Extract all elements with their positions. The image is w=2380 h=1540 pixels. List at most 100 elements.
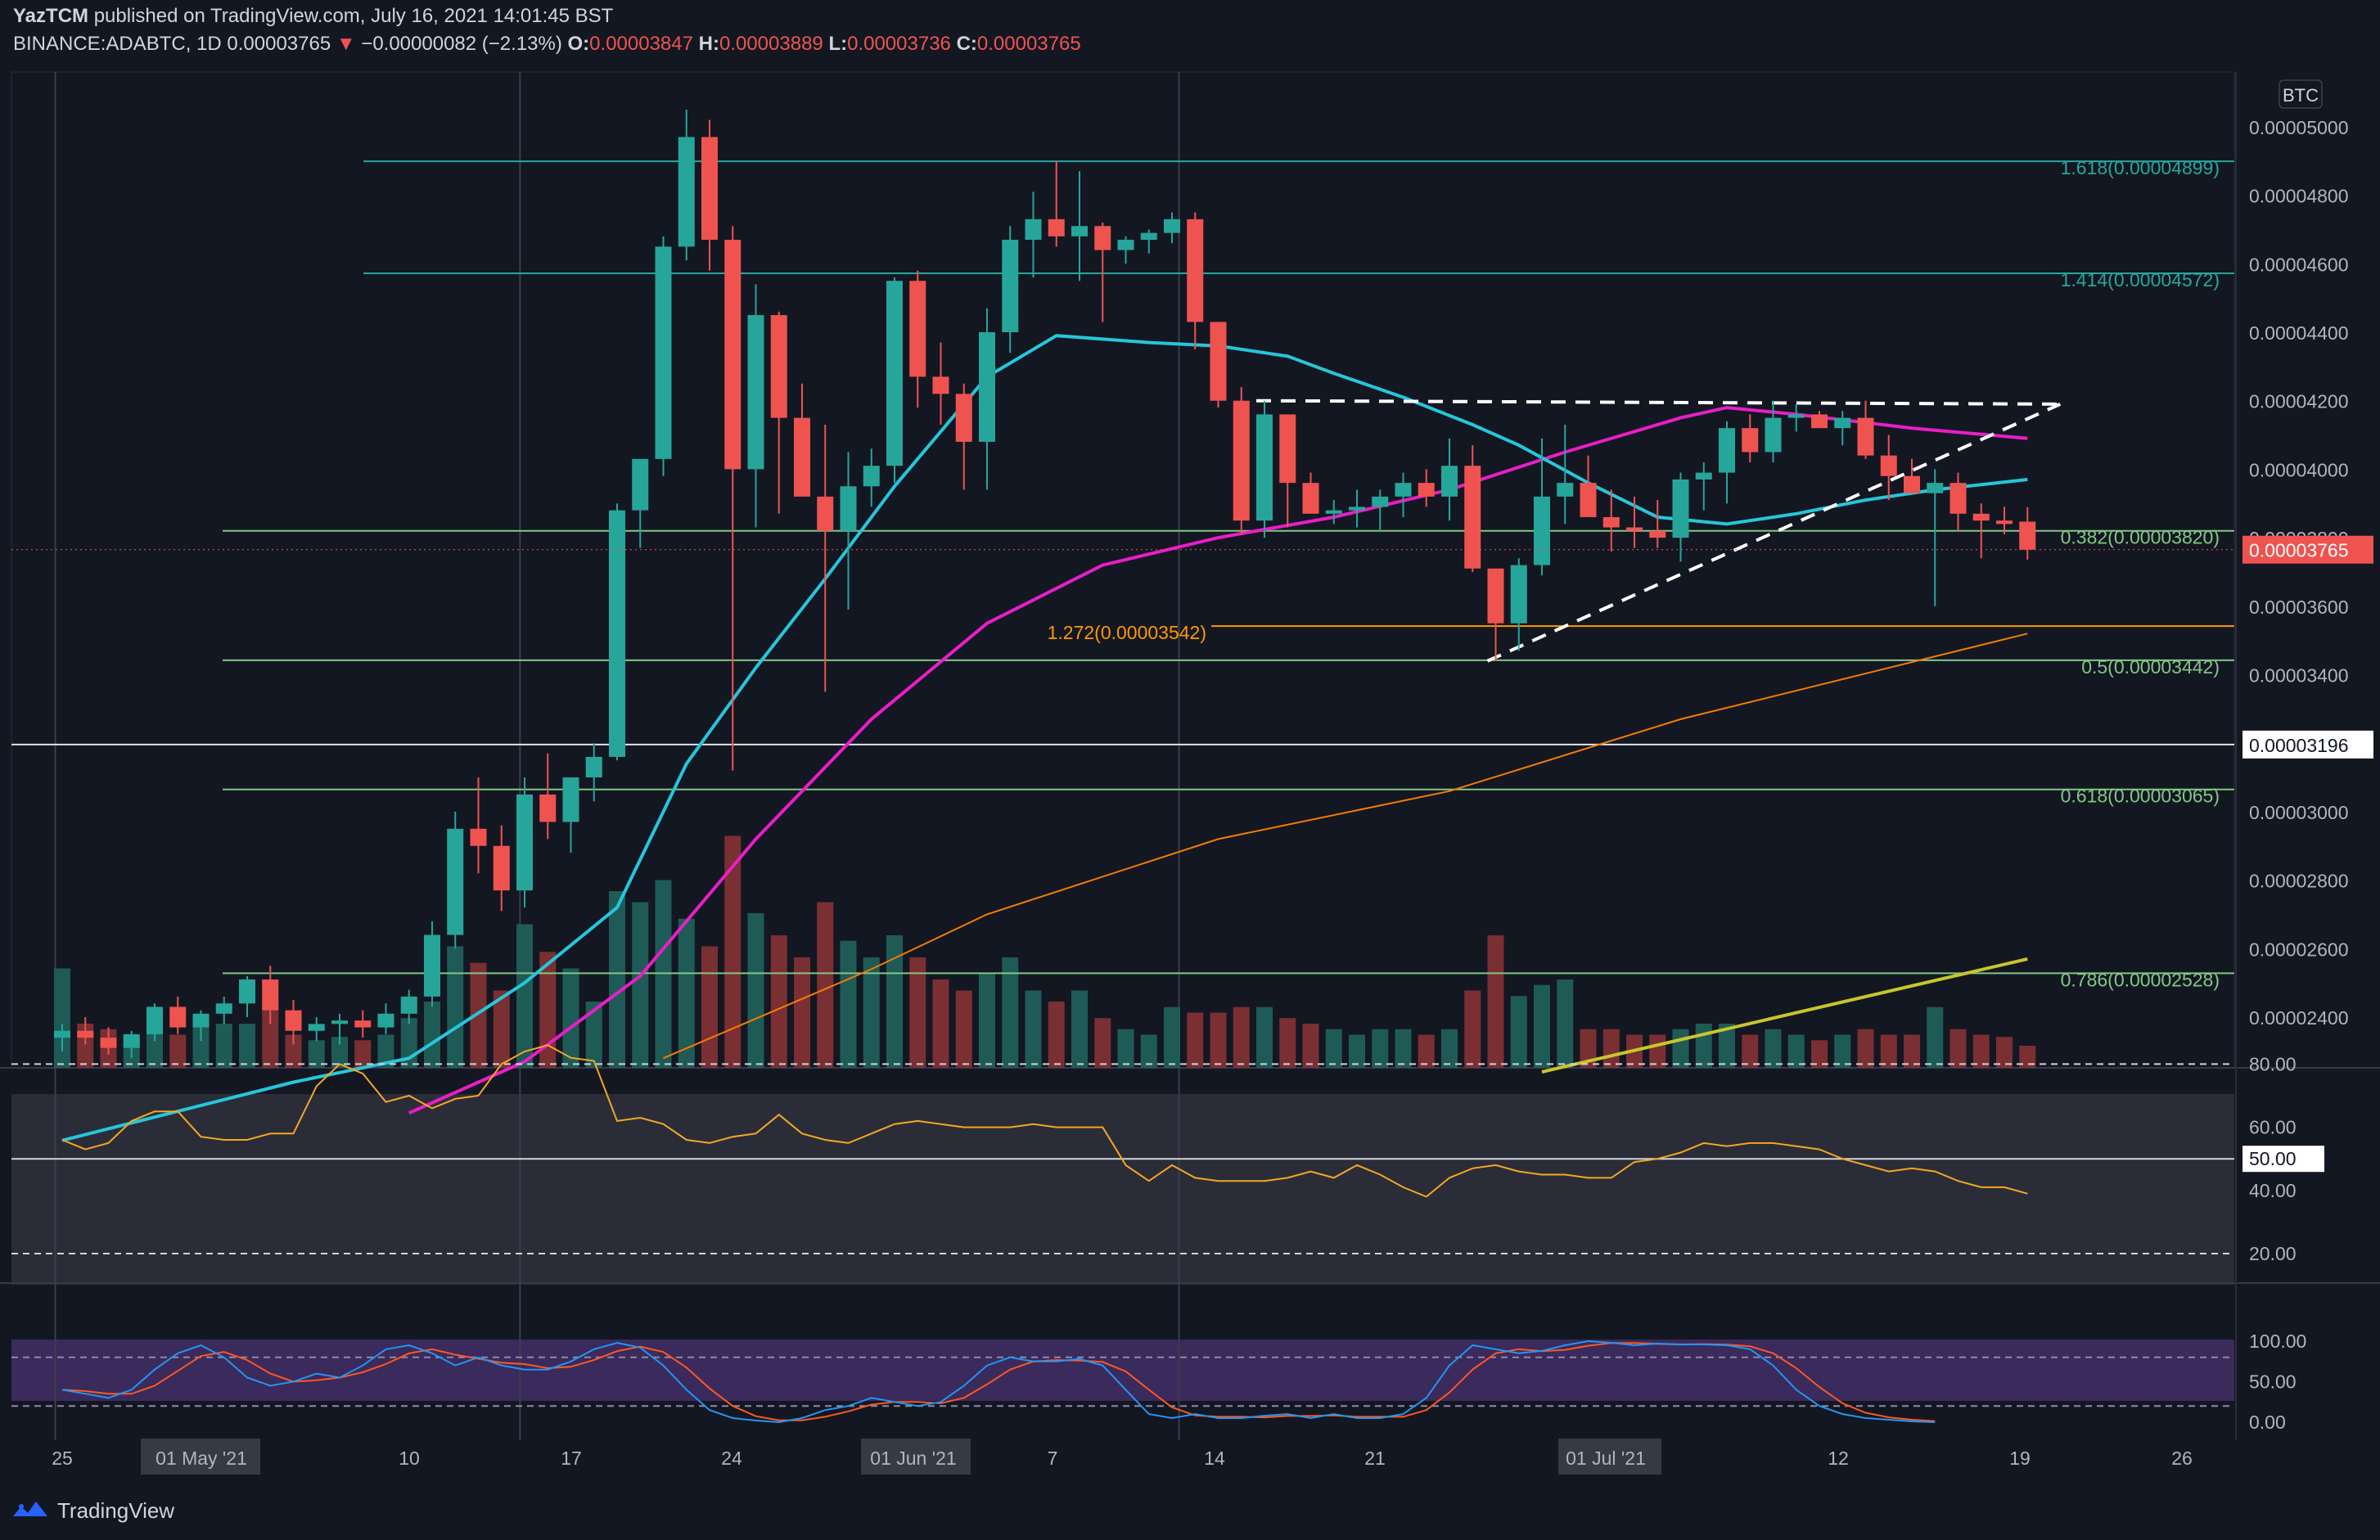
candle-body: [1719, 428, 1735, 473]
candle-body: [1602, 516, 1620, 528]
candle-body: [146, 1006, 163, 1034]
candle-body: [400, 996, 417, 1014]
volume-bar: [1117, 1029, 1134, 1068]
volume-bar: [909, 957, 926, 1068]
volume-bar: [1719, 1024, 1735, 1068]
volume-bar: [1233, 1006, 1250, 1068]
candle-body: [1464, 466, 1481, 569]
candle-body: [770, 315, 787, 418]
candle-body: [1279, 414, 1296, 484]
y-tick-label: 0.00005000: [2249, 117, 2349, 138]
rsi-level-label: 80.00: [2249, 1053, 2297, 1074]
resistance-dashed-line: [1255, 399, 2061, 406]
candle-body: [1904, 475, 1920, 493]
candle-body: [678, 137, 695, 247]
volume-bar: [724, 835, 741, 1068]
candle-body: [724, 240, 741, 470]
x-tick-label: 19: [2009, 1448, 2031, 1469]
symbol-name[interactable]: BINANCE:ADABTC, 1D: [13, 33, 222, 55]
stoch-level-label: 50.00: [2249, 1371, 2297, 1393]
volume-bar: [1140, 1034, 1157, 1068]
volume-bar: [354, 1040, 372, 1068]
fib-level-label: 1.414(0.00004572): [2061, 269, 2220, 290]
x-tick-label: 24: [721, 1448, 742, 1469]
volume-bar: [1349, 1034, 1365, 1068]
publish-line: YazTCM published on TradingView.com, Jul…: [13, 5, 613, 28]
candle-body: [863, 466, 880, 487]
volume-bar: [1580, 1029, 1597, 1068]
volume-bar: [1071, 990, 1088, 1068]
candle-body: [1834, 417, 1851, 429]
close-value: 0.00003765: [976, 33, 1081, 55]
candle-body: [1487, 568, 1504, 624]
currency-label: BTC: [2283, 85, 2319, 106]
volume-bar: [493, 990, 510, 1068]
x-tick-label: 25: [52, 1448, 73, 1469]
candle-body: [1048, 218, 1065, 236]
volume-bar: [1695, 1024, 1712, 1068]
volume-bar: [701, 946, 718, 1068]
fib-level-label: 0.382(0.00003820): [2061, 527, 2220, 548]
y-tick-label: 0.00002800: [2249, 871, 2349, 892]
stoch-k-line: [61, 1340, 1936, 1424]
x-tick-highlight: [141, 1439, 260, 1475]
volume-bar: [285, 1034, 302, 1068]
author-name[interactable]: YazTCM: [13, 5, 89, 27]
last-price: 0.00003765: [227, 33, 331, 55]
volume-bar: [1187, 1012, 1204, 1068]
candle-body: [1233, 400, 1250, 521]
candle-body: [1742, 428, 1759, 453]
ma-yellow-line: [1541, 957, 2028, 1074]
open-value: 0.00003847: [589, 33, 693, 55]
candle-body: [169, 1006, 187, 1028]
volume-bar: [609, 891, 625, 1068]
candle-body: [955, 394, 972, 442]
volume-bar: [516, 924, 533, 1068]
candle-body: [1695, 472, 1712, 480]
volume-bar: [447, 946, 464, 1068]
candle-body: [1996, 520, 2013, 525]
x-tick-highlight: [1558, 1439, 1661, 1475]
candle-body: [655, 246, 672, 459]
rsi-mid-tag: [2243, 1146, 2324, 1173]
currency-box: [2279, 79, 2323, 109]
candle-body: [539, 794, 557, 822]
volume-bar: [1210, 1012, 1227, 1068]
candle-body: [377, 1013, 394, 1028]
volume-bar: [192, 1025, 210, 1068]
candle-body: [424, 934, 440, 997]
candle-body: [1164, 218, 1180, 233]
candle-body: [840, 486, 857, 531]
x-tick-label: 01 May '21: [156, 1448, 247, 1469]
candle-body: [1395, 483, 1412, 497]
candle-body: [2019, 521, 2036, 550]
candle-body: [909, 281, 926, 377]
candle-body: [470, 828, 487, 846]
chart-header: YazTCM published on TradingView.com, Jul…: [0, 0, 2380, 65]
x-tick-label: 10: [399, 1448, 420, 1469]
candle-body: [1649, 530, 1666, 538]
candle-body: [447, 828, 464, 935]
tradingview-logo[interactable]: TradingView: [11, 1494, 174, 1527]
y-tick-label: 0.00003400: [2249, 665, 2349, 687]
fib-level-label: 1.618(0.00004899): [2061, 157, 2220, 178]
y-tick-label: 0.00004800: [2249, 186, 2349, 207]
candle-body: [1025, 218, 1042, 241]
candle-body: [1811, 414, 1828, 429]
volume-bar: [747, 913, 764, 1068]
volume-bar: [1395, 1029, 1412, 1068]
volume-bar: [1927, 1006, 1944, 1068]
candle-body: [1187, 218, 1204, 322]
x-tick-label: 14: [1204, 1448, 1225, 1469]
candle-body: [1626, 527, 1643, 531]
candle-body: [1787, 414, 1805, 418]
candle-body: [516, 794, 533, 891]
candle-body: [354, 1020, 372, 1028]
volume-bar: [539, 952, 557, 1068]
ma-long-line: [663, 633, 2028, 1060]
fib-level-label: 0.5(0.00003442): [2081, 656, 2220, 678]
x-tick-label: 01 Jun '21: [870, 1448, 956, 1469]
candle-body: [1557, 483, 1574, 497]
stoch-level-label: 0.00: [2249, 1412, 2286, 1433]
